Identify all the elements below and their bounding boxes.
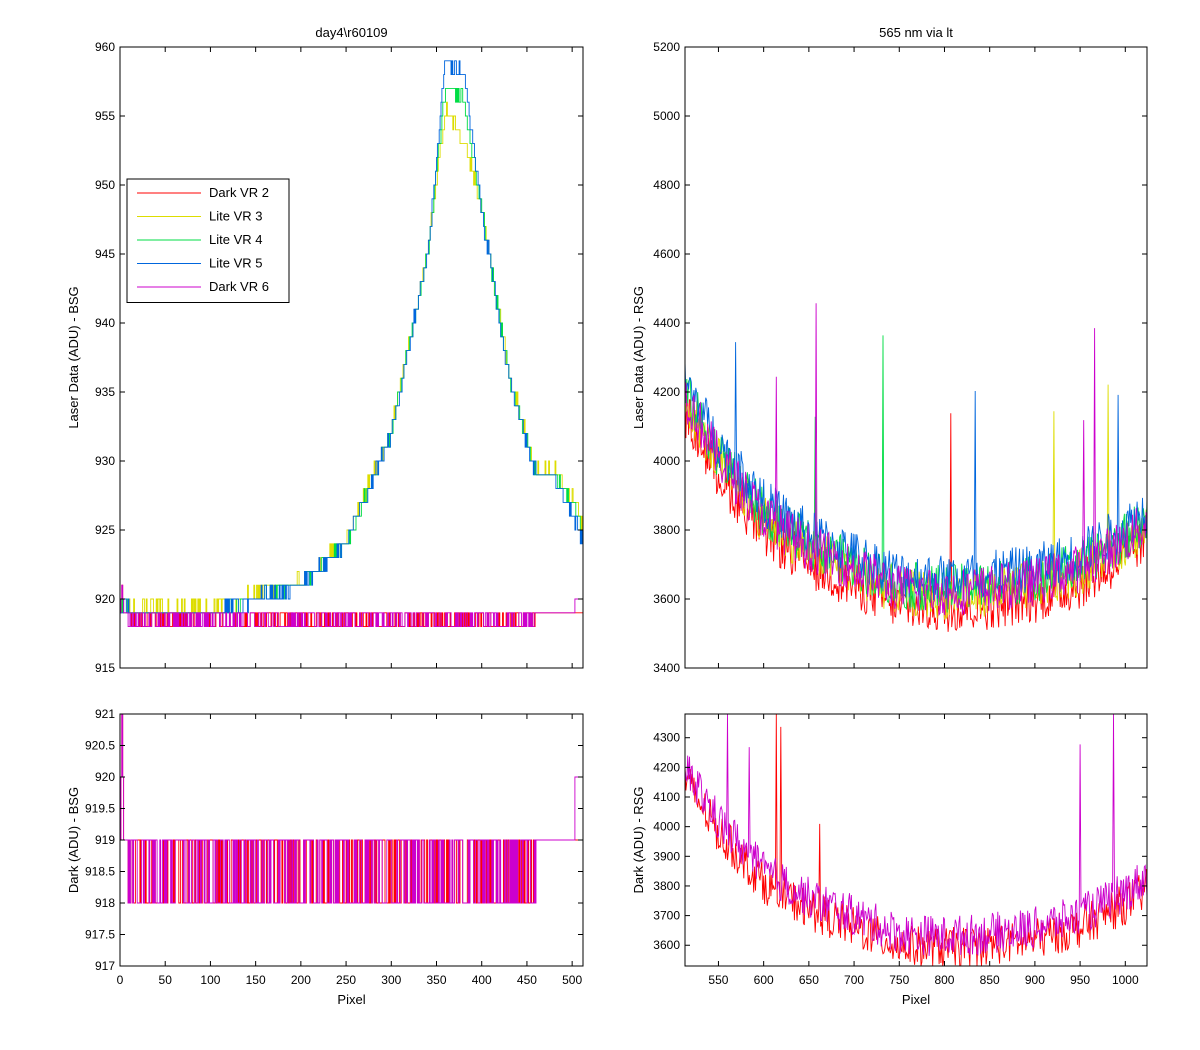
y-tick-label: 3700	[653, 909, 680, 923]
y-tick-label: 4000	[653, 820, 680, 834]
legend-entry: Dark VR 6	[209, 279, 269, 294]
series-line-lite-vr-4	[685, 335, 1147, 613]
y-tick-label: 3800	[653, 879, 680, 893]
series-group	[120, 714, 583, 904]
x-tick-label: 900	[1025, 973, 1045, 987]
x-tick-label: 800	[934, 973, 954, 987]
x-axis-label: Pixel	[902, 992, 930, 1007]
y-tick-label: 919	[95, 833, 115, 847]
y-tick-label: 930	[95, 454, 115, 468]
legend-entry: Lite VR 5	[209, 256, 262, 271]
legend-entry: Lite VR 4	[209, 232, 262, 247]
series-line-dark-vr-6	[120, 714, 583, 904]
y-tick-label: 4200	[653, 760, 680, 774]
plot-area	[120, 47, 583, 668]
y-axis-label: Dark (ADU) - RSG	[631, 787, 646, 894]
ax-tr-axes: 3400 3600 3800 4000 4200 4400 4600 4800 5000 5200…	[631, 25, 1148, 675]
x-tick-label: 200	[291, 973, 311, 987]
series-group	[120, 60, 583, 628]
x-tick-label: 550	[708, 973, 728, 987]
x-tick-label: 350	[426, 973, 446, 987]
y-tick-label: 960	[95, 40, 115, 54]
x-tick-label: 0	[117, 973, 124, 987]
y-tick-label: 4400	[653, 316, 680, 330]
y-tick-label: 919.5	[85, 802, 115, 816]
axes-frame	[684, 713, 1148, 967]
x-tick-label: 100	[200, 973, 220, 987]
chart-title: day4\r60109	[315, 25, 387, 40]
series-line-dark-vr-6	[685, 303, 1147, 616]
series-line-dark-vr-6	[120, 584, 583, 628]
x-tick-label: 500	[562, 973, 582, 987]
x-tick-label: 50	[159, 973, 173, 987]
ax-bl-axes: 0 50 100 150 200 250 300 350 400 450 500 917 917.5 91…	[66, 707, 584, 1007]
legend-entry: Dark VR 2	[209, 185, 269, 200]
axes-frame	[684, 46, 1148, 669]
legend-box	[126, 178, 290, 303]
y-tick-label: 940	[95, 316, 115, 330]
y-tick-label: 4000	[653, 454, 680, 468]
y-tick-label: 955	[95, 109, 115, 123]
y-tick-label: 4100	[653, 790, 680, 804]
x-tick-label: 700	[844, 973, 864, 987]
x-tick-label: 450	[517, 973, 537, 987]
y-tick-label: 918	[95, 896, 115, 910]
x-tick-label: 950	[1070, 973, 1090, 987]
y-tick-label: 4600	[653, 247, 680, 261]
series-group	[685, 303, 1147, 632]
chart-title: 565 nm via lt	[879, 25, 953, 40]
y-tick-label: 3600	[653, 592, 680, 606]
y-tick-label: 925	[95, 523, 115, 537]
series-group	[685, 714, 1147, 966]
y-tick-label: 3400	[653, 661, 680, 675]
x-tick-label: 1000	[1112, 973, 1139, 987]
y-tick-label: 915	[95, 661, 115, 675]
y-tick-label: 3900	[653, 849, 680, 863]
y-axis-label: Dark (ADU) - BSG	[66, 787, 81, 893]
x-tick-label: 650	[799, 973, 819, 987]
x-tick-label: 600	[754, 973, 774, 987]
y-tick-label: 3600	[653, 938, 680, 952]
y-tick-label: 921	[95, 707, 115, 721]
y-tick-label: 920.5	[85, 739, 115, 753]
y-tick-label: 935	[95, 385, 115, 399]
x-tick-label: 850	[980, 973, 1000, 987]
y-tick-label: 917	[95, 959, 115, 973]
y-axis-label: Laser Data (ADU) - RSG	[631, 286, 646, 429]
legend: Dark VR 2 Lite VR 3 Lite VR 4 Lite VR 5 Dark…	[126, 178, 290, 303]
y-tick-label: 3800	[653, 523, 680, 537]
y-tick-label: 4200	[653, 385, 680, 399]
y-tick-label: 918.5	[85, 865, 115, 879]
y-tick-label: 5000	[653, 109, 680, 123]
legend-entry: Lite VR 3	[209, 209, 262, 224]
x-tick-label: 150	[246, 973, 266, 987]
series-line-lite-vr-5	[685, 342, 1147, 601]
y-tick-label: 945	[95, 247, 115, 261]
y-axis-label: Laser Data (ADU) - BSG	[66, 286, 81, 428]
x-tick-label: 400	[472, 973, 492, 987]
y-tick-label: 920	[95, 770, 115, 784]
axes-frame	[119, 46, 584, 669]
y-tick-label: 4800	[653, 178, 680, 192]
x-tick-label: 750	[889, 973, 909, 987]
y-tick-label: 917.5	[85, 928, 115, 942]
ax-br-axes: 550 600 650 700 750 800 850 900 950 1000 3600 3700 3…	[631, 713, 1148, 1007]
y-tick-label: 5200	[653, 40, 680, 54]
y-tick-label: 4300	[653, 731, 680, 745]
y-tick-label: 950	[95, 178, 115, 192]
x-tick-label: 300	[381, 973, 401, 987]
x-tick-label: 250	[336, 973, 356, 987]
x-axis-label: Pixel	[337, 992, 365, 1007]
y-tick-label: 920	[95, 592, 115, 606]
series-line-dark-vr-6	[685, 714, 1147, 956]
ax-tl-axes: 915 920 925 930 935 940 945 950 955 960 day4\r6010…	[66, 25, 584, 675]
